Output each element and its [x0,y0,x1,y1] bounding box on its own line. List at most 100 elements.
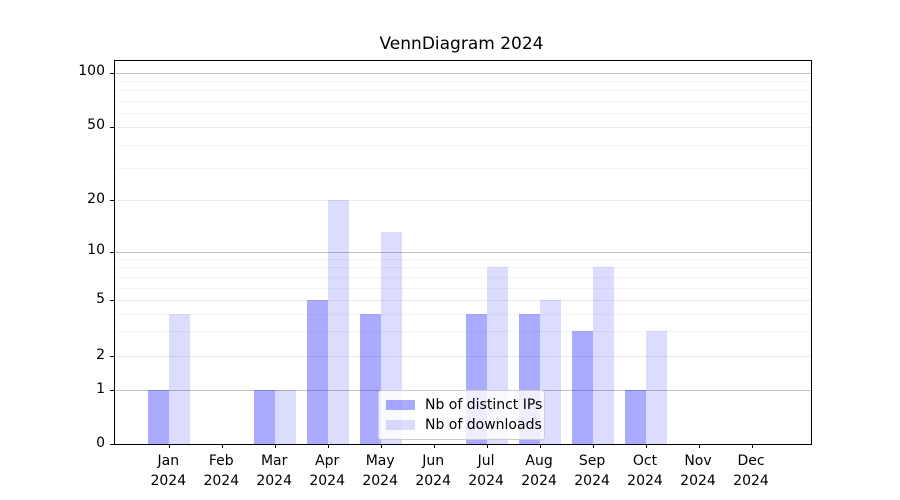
x-tick-label-feb: Feb 2024 [176,451,266,491]
x-tick-label-sep: Sep 2024 [547,451,637,491]
x-tick-year: 2024 [468,473,504,490]
y-tick-label-2: 2 [96,346,105,363]
x-tick-label-oct: Oct 2024 [600,451,690,491]
x-tick-oct [646,444,647,449]
y-tick-label-1: 1 [96,380,105,397]
x-tick-label-jan: Jan 2024 [123,451,213,491]
y-tick-50 [109,126,114,128]
x-tick-jun [434,444,436,449]
x-tick-month: Nov [684,453,712,470]
gridline-y-50 [114,126,811,128]
gridline-y-9 [114,259,811,261]
bar-sep-distinct-ips [572,331,594,445]
bar-jan-downloads [169,313,191,445]
y-tick-10 [109,251,114,253]
plot-area [109,59,812,449]
y-tick-2 [109,356,114,357]
bar-mar-distinct-ips [254,390,276,445]
x-tick-month: Mar [260,453,288,470]
x-tick-may [381,444,383,449]
x-tick-month: May [365,453,395,470]
gridline-y-30 [114,167,811,169]
legend-row-downloads: Nb of downloads [386,417,542,433]
x-tick-month: Feb [208,453,234,470]
bar-oct-downloads [646,331,667,445]
y-tick-100 [109,72,114,74]
legend: Nb of distinct IPs Nb of downloads [378,390,545,440]
y-tick-0 [109,444,114,446]
gridline-y-7 [114,276,811,278]
y-tick-label-10: 10 [87,242,105,259]
x-tick-jan [169,444,171,449]
x-tick-month: Dec [737,453,765,470]
bar-sep-downloads [593,267,615,445]
x-tick-year: 2024 [680,473,716,490]
gridline-y-70 [114,100,811,102]
gridline-y-8 [114,267,811,269]
x-tick-jul [487,444,489,449]
x-tick-month: Aug [525,453,553,470]
x-tick-label-may: May 2024 [335,451,425,491]
x-tick-nov [699,444,700,449]
x-tick-year: 2024 [415,473,451,490]
x-tick-label-nov: Nov 2024 [653,451,743,491]
bar-jan-distinct-ips [148,390,170,445]
x-tick-year: 2024 [574,473,610,490]
bar-apr-downloads [328,200,350,445]
x-tick-label-apr: Apr 2024 [282,451,372,491]
legend-swatch-downloads [386,420,415,430]
y-tick-5 [109,300,114,302]
x-tick-dec [752,444,753,449]
x-tick-year: 2024 [203,473,240,490]
bar-apr-distinct-ips [307,300,329,445]
x-tick-year: 2024 [627,473,663,490]
x-tick-month: Jul [477,453,495,470]
y-tick-label-0: 0 [96,434,105,451]
x-tick-label-jun: Jun 2024 [388,451,478,491]
x-tick-month: Jan [157,453,180,470]
y-tick-label-100: 100 [78,63,105,80]
gridline-y-3 [114,331,811,333]
bar-may-distinct-ips [360,313,382,445]
x-tick-apr [328,444,330,449]
x-tick-month: Sep [578,453,606,470]
gridline-y-40 [114,144,811,146]
x-tick-label-jul: Jul 2024 [441,451,531,491]
x-tick-year: 2024 [362,473,398,490]
x-tick-year: 2024 [309,473,345,490]
chart-title: VennDiagram 2024 [379,34,544,54]
x-tick-label-dec: Dec 2024 [706,451,796,491]
legend-label-distinct-ips: Nb of distinct IPs [425,397,543,413]
x-tick-year: 2024 [150,473,187,490]
x-tick-year: 2024 [521,473,557,490]
y-tick-20 [109,200,114,201]
gridline-y-10 [114,251,811,253]
x-tick-mar [275,444,277,449]
y-tick-1 [109,390,114,391]
x-tick-month: Oct [632,453,658,470]
legend-row-distinct-ips: Nb of distinct IPs [386,397,542,413]
gridline-y-20 [114,200,811,201]
x-tick-label-mar: Mar 2024 [229,451,319,491]
gridline-y-6 [114,287,811,289]
gridline-y-80 [114,90,811,92]
x-tick-aug [540,444,542,449]
gridline-y-100 [114,72,811,74]
x-tick-feb [222,444,224,449]
y-tick-label-5: 5 [96,290,105,307]
legend-label-downloads: Nb of downloads [425,417,542,433]
y-tick-label-20: 20 [87,190,105,207]
legend-swatch-distinct-ips [386,400,415,410]
gridline-y-60 [114,112,811,114]
gridline-y-90 [114,80,811,82]
x-tick-month: Apr [315,453,340,470]
x-tick-month: Jun [422,453,445,470]
y-tick-label-50: 50 [87,117,105,134]
x-tick-label-aug: Aug 2024 [494,451,584,491]
bar-mar-downloads [275,390,297,445]
gridline-y-2 [114,356,811,357]
bar-oct-distinct-ips [625,390,646,445]
x-tick-year: 2024 [733,473,769,490]
bar-aug-downloads [540,300,562,445]
